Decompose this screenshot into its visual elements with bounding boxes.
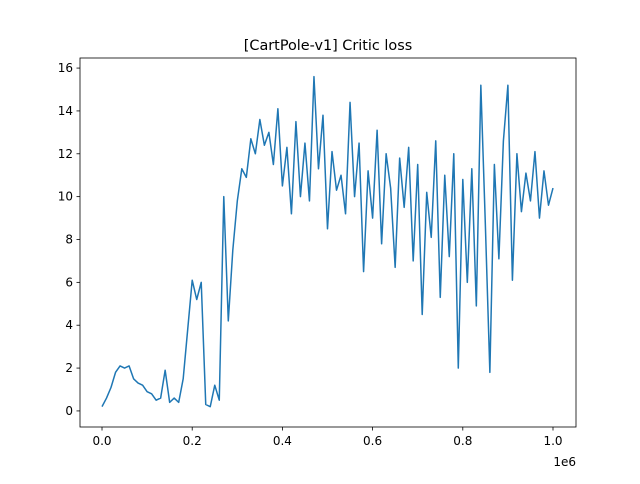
x-tick-label: 0.6 bbox=[363, 434, 382, 448]
y-tick-label: 16 bbox=[58, 61, 73, 75]
y-tick-label: 4 bbox=[65, 318, 73, 332]
y-tick-label: 8 bbox=[65, 233, 73, 247]
y-tick-label: 12 bbox=[58, 147, 73, 161]
axes-frame bbox=[79, 57, 577, 428]
chart-title: [CartPole-v1] Critic loss bbox=[244, 38, 412, 54]
y-tick-label: 0 bbox=[65, 404, 73, 418]
x-tick-label: 0.8 bbox=[453, 434, 472, 448]
x-tick-label: 1.0 bbox=[543, 434, 562, 448]
x-tick-label: 0.2 bbox=[183, 434, 202, 448]
line bbox=[101, 75, 554, 408]
y-tick-label: 10 bbox=[58, 190, 73, 204]
y-tick-label: 14 bbox=[58, 104, 73, 118]
x-offset-label: 1e6 bbox=[553, 455, 576, 469]
x-tick-label: 0.4 bbox=[273, 434, 292, 448]
y-tick-label: 2 bbox=[65, 361, 73, 375]
y-tick-label: 6 bbox=[65, 275, 73, 289]
x-tick-label: 0.0 bbox=[92, 434, 111, 448]
